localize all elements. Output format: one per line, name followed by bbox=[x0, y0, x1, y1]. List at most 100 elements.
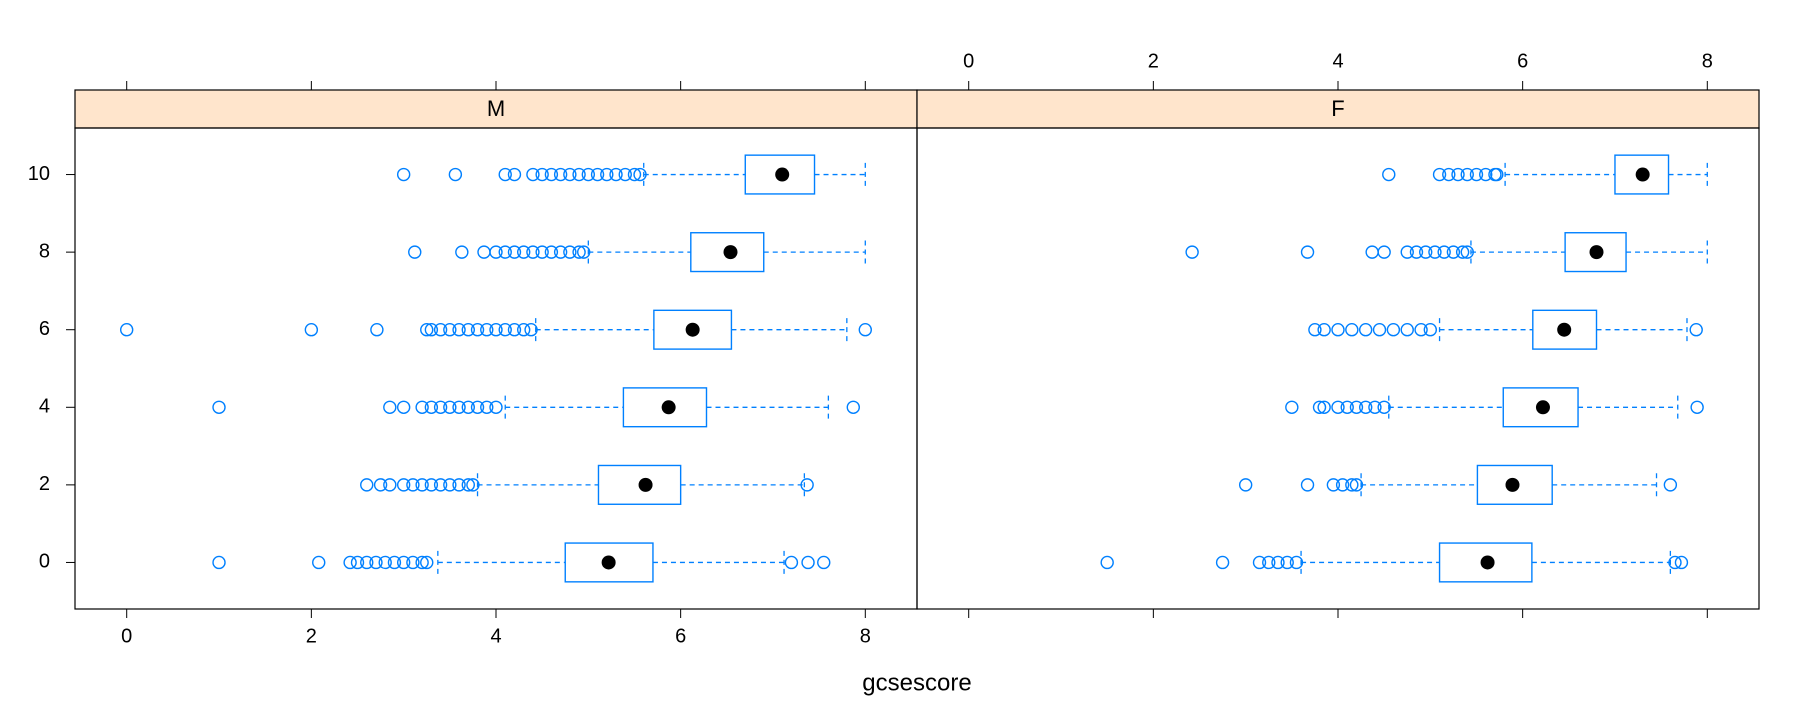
outlier bbox=[553, 245, 568, 259]
outlier bbox=[498, 323, 512, 337]
outlier bbox=[461, 400, 476, 414]
outlier bbox=[858, 323, 872, 337]
outlier bbox=[1345, 478, 1359, 492]
outlier bbox=[480, 400, 494, 414]
outlier bbox=[618, 167, 632, 182]
x-tick-label: 6 bbox=[675, 625, 686, 647]
outlier bbox=[387, 555, 402, 570]
outlier bbox=[1331, 400, 1345, 414]
outlier bbox=[408, 245, 422, 259]
outlier bbox=[600, 167, 614, 182]
outlier bbox=[443, 478, 457, 492]
outlier bbox=[383, 478, 397, 492]
outlier bbox=[1365, 245, 1379, 259]
x-tick-label: 0 bbox=[963, 50, 974, 72]
outlier bbox=[489, 245, 503, 259]
median bbox=[1480, 555, 1495, 570]
outlier bbox=[1349, 478, 1364, 492]
outlier bbox=[396, 167, 411, 182]
x-tick-label: 2 bbox=[306, 625, 317, 647]
outlier bbox=[1331, 323, 1345, 337]
outlier bbox=[817, 555, 831, 570]
outlier bbox=[480, 323, 494, 337]
box bbox=[597, 464, 682, 505]
outlier bbox=[1451, 167, 1465, 182]
median bbox=[638, 477, 653, 492]
outlier bbox=[120, 323, 134, 337]
outlier bbox=[406, 478, 420, 492]
outlier bbox=[1215, 555, 1230, 570]
outlier bbox=[784, 555, 799, 570]
y-tick-label: 6 bbox=[39, 318, 50, 340]
outlier bbox=[1409, 245, 1424, 259]
outlier bbox=[312, 555, 326, 570]
outlier bbox=[452, 323, 466, 337]
median bbox=[1557, 322, 1572, 337]
outlier bbox=[1100, 555, 1114, 570]
outlier bbox=[415, 478, 429, 492]
outlier bbox=[443, 400, 457, 414]
outlier bbox=[1285, 400, 1299, 414]
outlier bbox=[627, 167, 642, 182]
outlier bbox=[1238, 478, 1253, 492]
outlier bbox=[360, 555, 374, 570]
outlier bbox=[1312, 400, 1327, 414]
median bbox=[1505, 477, 1520, 492]
outlier bbox=[1690, 400, 1704, 414]
box bbox=[1438, 542, 1533, 583]
outlier bbox=[1423, 323, 1438, 337]
outlier bbox=[1368, 400, 1382, 414]
outlier bbox=[544, 245, 559, 259]
outlier bbox=[461, 323, 476, 337]
box bbox=[653, 309, 733, 350]
y-tick-label: 2 bbox=[39, 473, 50, 495]
outlier bbox=[1382, 167, 1396, 182]
outlier bbox=[466, 478, 480, 492]
y-tick-label: 8 bbox=[39, 240, 50, 262]
outlier bbox=[507, 323, 522, 337]
x-tick-label: 0 bbox=[121, 625, 132, 647]
outlier bbox=[1674, 555, 1689, 570]
outlier bbox=[577, 245, 591, 259]
outlier bbox=[1446, 245, 1461, 259]
outlier bbox=[1340, 400, 1354, 414]
x-tick-label: 6 bbox=[1517, 50, 1528, 72]
outlier bbox=[461, 478, 476, 492]
outlier bbox=[498, 167, 512, 182]
outlier bbox=[477, 245, 491, 259]
outlier bbox=[1668, 555, 1682, 570]
y-tick-label: 0 bbox=[39, 551, 50, 573]
outlier bbox=[507, 167, 522, 182]
median bbox=[1589, 245, 1604, 260]
box bbox=[690, 232, 765, 273]
outlier bbox=[1317, 323, 1331, 337]
outlier bbox=[406, 555, 420, 570]
outlier bbox=[396, 555, 411, 570]
outlier bbox=[489, 400, 503, 414]
outlier bbox=[1252, 555, 1267, 570]
median bbox=[1535, 400, 1550, 415]
x-tick-label: 8 bbox=[1702, 50, 1713, 72]
outlier bbox=[433, 478, 448, 492]
strip bbox=[74, 89, 918, 129]
panel-frame bbox=[916, 127, 1760, 610]
outlier bbox=[424, 323, 439, 337]
outlier bbox=[420, 323, 434, 337]
outlier bbox=[1345, 323, 1359, 337]
outlier bbox=[1308, 323, 1322, 337]
outlier bbox=[433, 400, 448, 414]
outlier bbox=[1289, 555, 1304, 570]
outlier bbox=[378, 555, 392, 570]
outlier bbox=[470, 323, 485, 337]
outlier bbox=[1335, 478, 1350, 492]
box bbox=[1614, 154, 1670, 195]
outlier bbox=[452, 478, 466, 492]
outlier bbox=[343, 555, 357, 570]
strip bbox=[916, 89, 1760, 129]
outlier bbox=[633, 167, 647, 182]
outlier bbox=[524, 323, 538, 337]
outlier bbox=[424, 478, 439, 492]
outlier bbox=[553, 167, 568, 182]
outlier bbox=[1414, 323, 1428, 337]
outlier bbox=[1479, 167, 1493, 182]
